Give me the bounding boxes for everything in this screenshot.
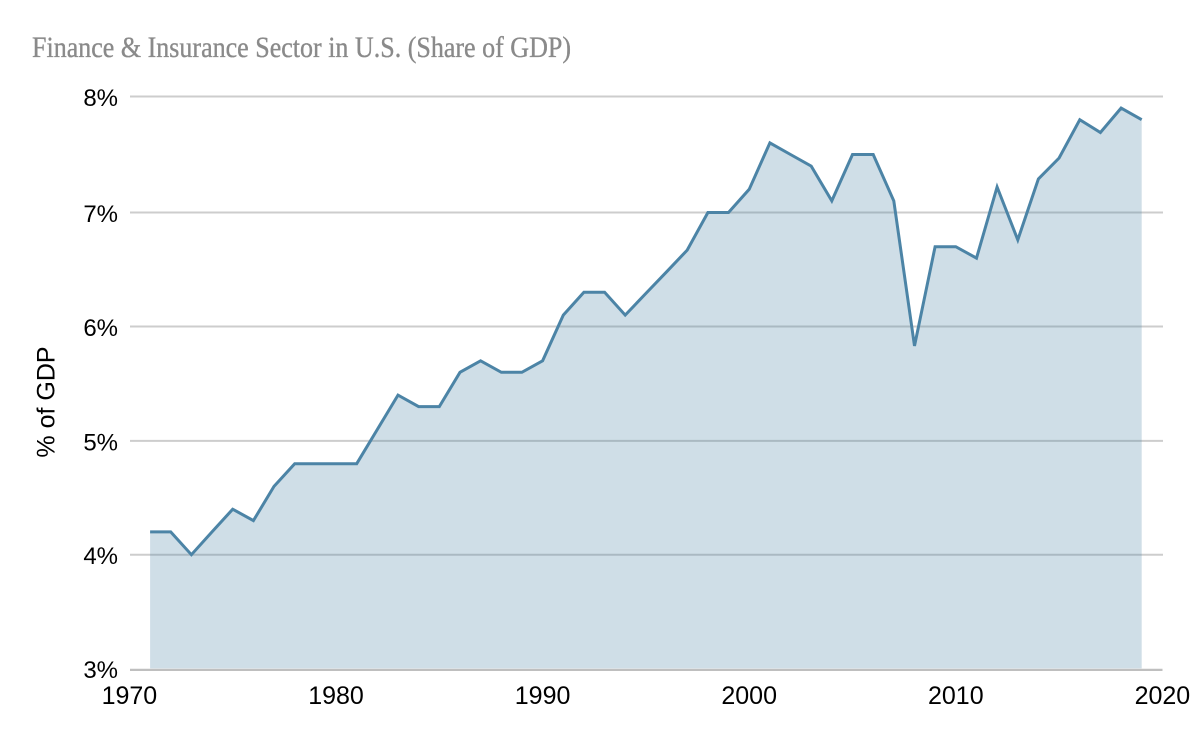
svg-text:2000: 2000 [721, 682, 777, 710]
svg-text:6%: 6% [83, 315, 118, 342]
svg-text:4%: 4% [83, 543, 118, 570]
svg-text:5%: 5% [83, 429, 118, 456]
svg-text:Finance & Insurance Sector in: Finance & Insurance Sector in U.S. (Shar… [32, 31, 571, 64]
svg-text:1970: 1970 [102, 682, 158, 710]
svg-text:2020: 2020 [1135, 682, 1191, 710]
svg-text:2010: 2010 [928, 682, 984, 710]
svg-text:1990: 1990 [515, 682, 571, 710]
svg-text:% of GDP: % of GDP [33, 346, 61, 457]
svg-text:1980: 1980 [308, 682, 364, 710]
svg-text:8%: 8% [83, 85, 118, 112]
svg-text:7%: 7% [83, 201, 118, 228]
svg-text:3%: 3% [83, 657, 118, 684]
